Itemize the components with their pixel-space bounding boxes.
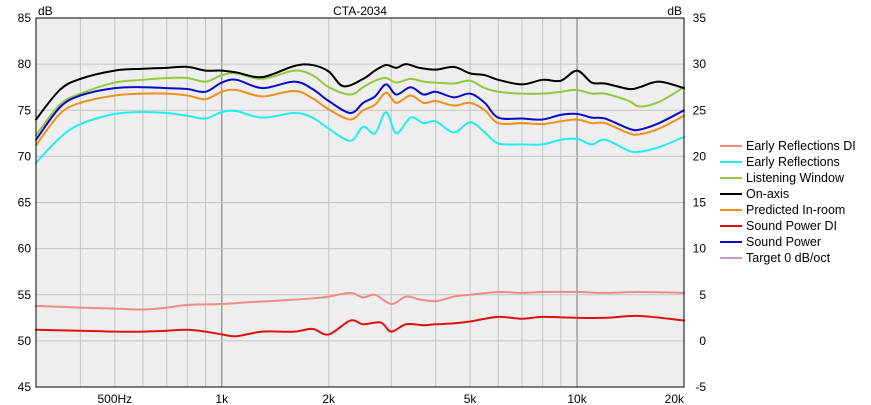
series-lines [35,63,685,338]
legend-label-early-reflections: Early Reflections [746,155,840,169]
y-right-tick-label: 0 [699,334,706,348]
y-left-tick-label: 80 [18,57,32,71]
series-line-predicted-in-room [35,88,685,147]
x-tick-label: 5k [464,392,478,405]
legend-label-sound-power: Sound Power [746,235,821,249]
y-left-tick-label: 65 [18,196,32,210]
legend-label-target-0-db-oct: Target 0 dB/oct [746,251,831,265]
y-right-tick-label: 10 [693,242,707,256]
x-tick-label: 2k [322,392,336,405]
plot-border [35,17,685,388]
legend: Early Reflections DI Early Reflections Lis… [720,139,856,265]
y-axis-left-label: dB [38,4,53,18]
y-right-tick-label: 25 [693,103,707,117]
y-left-tick-label: 75 [18,103,32,117]
series-line-listening-window [35,69,685,137]
chart-title: CTA-2034 [333,4,387,18]
legend-label-listening-window: Listening Window [746,171,845,185]
series-line-early-reflections-di [35,290,685,311]
y-right-tick-label: 5 [699,288,706,302]
series-line-early-reflections [35,109,685,164]
y-right-tick-label: 15 [693,196,707,210]
legend-label-sound-power-di: Sound Power DI [746,219,837,233]
x-tick-label: 20k [665,392,685,405]
legend-label-on-axis: On-axis [746,187,789,201]
y-axis-right-label: dB [667,4,682,18]
series-line-sound-power-di [35,314,685,338]
y-right-tick-label: 30 [693,57,707,71]
y-right-tick-label: 20 [693,149,707,163]
y-left-tick-label: 55 [18,288,32,302]
x-tick-label: 10k [567,392,587,405]
legend-label-early-reflections-di: Early Reflections DI [746,139,856,153]
y-left-tick-label: 85 [18,11,32,25]
x-tick-label: 1k [215,392,229,405]
axis-tick-labels: 45 50 55 60 65 70 75 80 85 -5 0 5 10 15 20 25 30 35 500Hz 1… [18,11,707,405]
y-right-tick-label: -5 [695,380,706,394]
y-right-tick-label: 35 [693,11,707,25]
y-left-tick-label: 60 [18,242,32,256]
series-line-on-axis [35,63,685,121]
legend-label-predicted-in-room: Predicted In-room [746,203,845,217]
y-left-tick-label: 50 [18,334,32,348]
x-tick-label: 500Hz [97,392,132,405]
series-line-sound-power [35,78,685,141]
y-left-tick-label: 45 [18,380,32,394]
y-left-tick-label: 70 [18,149,32,163]
